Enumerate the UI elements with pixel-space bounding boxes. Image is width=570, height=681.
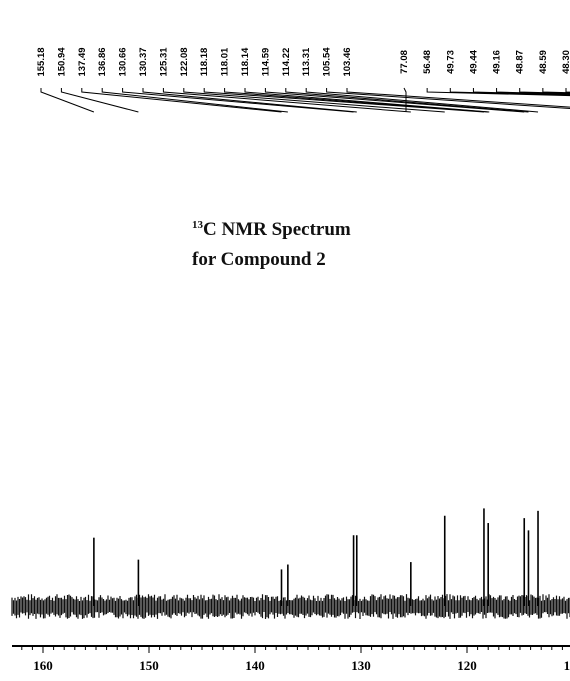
left-peak-label-14: 105.54 <box>322 47 333 77</box>
right-label-connector-4 <box>496 88 570 95</box>
left-peak-label-12: 114.22 <box>281 48 292 77</box>
right-label-connector-1 <box>426 88 570 97</box>
left-label-connector-13 <box>305 88 539 113</box>
right-peak-label-4: 49.16 <box>492 50 503 74</box>
left-label-connector-4 <box>122 88 354 113</box>
left-label-connector-14 <box>326 88 570 110</box>
chart-title-line-1: 13C NMR Spectrum <box>192 210 351 245</box>
left-label-connector-12 <box>285 88 529 113</box>
peak-labels: 155.18 150.94 137.49 136.86 130.66 130.37 125.… <box>36 47 570 77</box>
x-tick-label-140: 140 <box>245 658 265 673</box>
right-label-connector-7 <box>565 88 570 93</box>
x-axis: 160150140130120110100908070605040 <box>12 645 570 673</box>
left-peak-label-11: 114.59 <box>260 48 271 77</box>
right-label-connector-5 <box>519 88 570 94</box>
right-label-connector-0 <box>403 87 407 112</box>
left-label-connector-7 <box>183 88 445 113</box>
left-label-connector-9 <box>224 88 489 113</box>
right-label-connector-2 <box>449 88 570 96</box>
x-tick-label-160: 160 <box>33 658 53 673</box>
right-peak-label-3: 49.44 <box>468 49 479 73</box>
left-label-connector-2 <box>81 88 282 113</box>
x-tick-label-130: 130 <box>351 658 371 673</box>
left-peak-label-2: 137.49 <box>77 47 88 76</box>
right-label-connector-6 <box>542 88 570 94</box>
left-label-connector-15 <box>346 88 570 108</box>
chart-title: 13C NMR Spectrum for Compound 2 <box>192 210 351 275</box>
right-peak-label-1: 56.48 <box>422 50 433 74</box>
left-label-connector-10 <box>244 88 490 113</box>
left-peak-label-15: 103.46 <box>342 47 353 76</box>
isotope-superscript: 13 <box>192 219 203 231</box>
right-peak-label-6: 48.59 <box>538 50 549 74</box>
left-peak-label-0: 155.18 <box>36 47 47 76</box>
right-peak-label-2: 49.73 <box>445 50 456 74</box>
left-peak-label-3: 136.86 <box>97 47 108 76</box>
left-label-connector-3 <box>101 88 288 113</box>
left-peak-label-10: 118.14 <box>240 47 251 76</box>
baseline-noise-path <box>11 594 570 619</box>
right-peak-label-7: 48.30 <box>561 50 570 74</box>
right-label-connector-3 <box>472 88 570 96</box>
left-peak-label-1: 150.94 <box>56 47 67 77</box>
left-peak-label-6: 125.31 <box>158 47 169 77</box>
left-label-connector-1 <box>60 88 139 113</box>
left-label-connector-6 <box>162 88 411 113</box>
x-tick-label-120: 120 <box>457 658 477 673</box>
left-label-connector-5 <box>142 88 357 113</box>
left-label-connector-0 <box>40 88 95 113</box>
chart-title-line-2: for Compound 2 <box>192 249 326 270</box>
left-peak-label-7: 122.08 <box>179 47 190 76</box>
left-peak-label-13: 113.31 <box>301 47 312 76</box>
left-label-connector-8 <box>203 88 484 113</box>
left-peak-label-4: 130.66 <box>118 47 129 76</box>
left-peak-label-5: 130.37 <box>138 47 149 76</box>
x-tick-label-150: 150 <box>139 658 159 673</box>
x-tick-label-110: 110 <box>564 658 570 673</box>
title-line-1-text: C NMR Spectrum <box>203 219 351 240</box>
baseline-noise <box>11 594 570 619</box>
left-label-connector-11 <box>264 88 525 113</box>
left-peak-label-8: 118.18 <box>199 48 210 77</box>
left-peak-label-9: 118.01 <box>220 47 231 76</box>
peak-label-connectors <box>40 87 570 113</box>
right-peak-label-5: 48.87 <box>515 50 526 74</box>
right-peak-label-0: 77.08 <box>399 50 410 74</box>
peaks <box>93 508 539 606</box>
